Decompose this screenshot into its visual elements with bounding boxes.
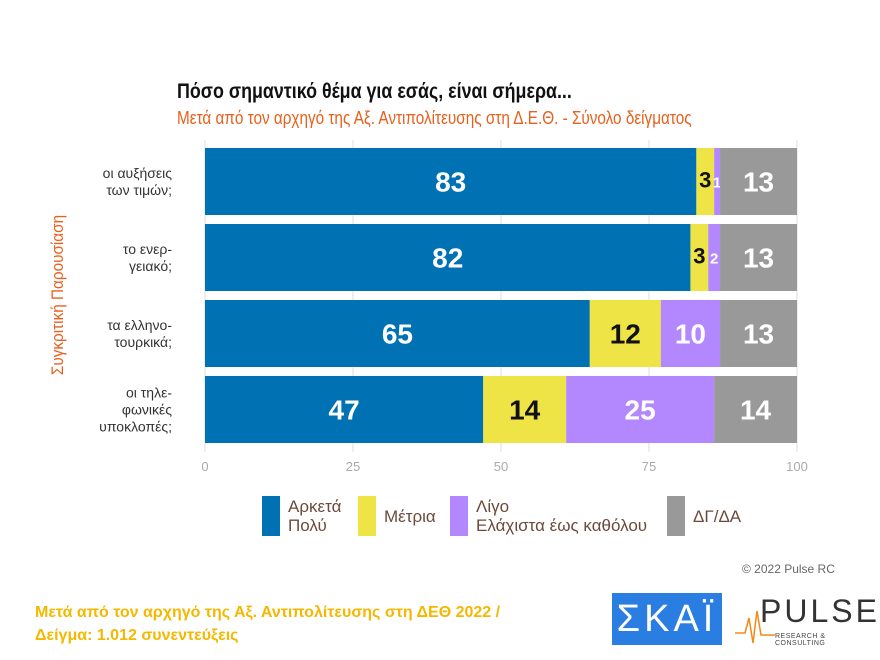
bar-segment xyxy=(205,300,590,367)
bar-segment xyxy=(714,376,797,443)
legend-label: Μέτρια xyxy=(384,506,436,526)
category-label: τα ελληνο- xyxy=(107,317,172,333)
data-label: 13 xyxy=(743,167,774,198)
legend-label: Λίγο Ελάχιστα έως καθόλου xyxy=(476,497,648,535)
legend-item: Λίγο Ελάχιστα έως καθόλου xyxy=(450,496,647,536)
bar-segment xyxy=(566,376,715,443)
legend-label: ΔΓ/ΔΑ xyxy=(693,506,742,526)
data-label: 1 xyxy=(713,175,721,192)
data-label: 65 xyxy=(382,319,413,350)
bar-segment xyxy=(483,376,567,443)
data-label: 2 xyxy=(710,251,718,268)
footer-line-2: Δείγμα: 1.012 συνεντεύξεις xyxy=(35,627,239,644)
x-tick-label: 100 xyxy=(786,459,808,474)
bar-segment xyxy=(205,376,484,443)
category-label: υποκλοπές; xyxy=(99,419,172,435)
category-label: οι τηλε- xyxy=(126,385,172,401)
legend-swatch xyxy=(450,496,468,536)
legend-swatch xyxy=(358,496,376,536)
footer-line-1: Μετά από τον αρχηγό της Αξ. Αντιπολίτευσ… xyxy=(35,604,501,621)
bar-segment xyxy=(205,148,697,215)
bar-segment xyxy=(720,300,797,367)
data-label: 13 xyxy=(743,243,774,274)
data-label: 82 xyxy=(432,243,463,274)
bar-segment xyxy=(690,224,709,291)
bar-segment xyxy=(589,300,661,367)
x-tick-label: 0 xyxy=(201,459,208,474)
data-label: 3 xyxy=(699,168,711,193)
data-label: 25 xyxy=(625,395,656,426)
data-label: 14 xyxy=(740,395,772,426)
data-label: 14 xyxy=(509,395,541,426)
data-label: 47 xyxy=(329,395,360,426)
chart-subtitle: Μετά από τον αρχηγό της Αξ. Αντιπολίτευσ… xyxy=(177,108,692,128)
bar-segment xyxy=(714,148,721,215)
category-label: γειακό; xyxy=(129,258,172,274)
x-tick-label: 75 xyxy=(642,459,656,474)
legend-label: Αρκετά Πολύ xyxy=(288,497,342,535)
category-label: φωνικές xyxy=(122,402,172,418)
legend-item: Μέτρια xyxy=(358,496,436,536)
bar-segment xyxy=(708,224,721,291)
bar-segment xyxy=(205,224,691,291)
legend-swatch xyxy=(667,496,685,536)
bar-segment xyxy=(720,224,797,291)
chart-title: Πόσο σημαντικό θέμα για εσάς, είναι σήμε… xyxy=(177,80,572,103)
category-label: τουρκικά; xyxy=(114,334,172,350)
data-label: 83 xyxy=(435,167,466,198)
data-label: 13 xyxy=(743,319,774,350)
data-label: 3 xyxy=(693,244,705,269)
copyright: © 2022 Pulse RC xyxy=(742,562,835,576)
x-tick-label: 25 xyxy=(346,459,360,474)
data-label: 12 xyxy=(610,319,641,350)
category-label: το ενερ- xyxy=(123,241,172,257)
bar-segment xyxy=(720,148,797,215)
skai-logo: ΣΚΑΪ xyxy=(612,593,722,645)
bar-segment xyxy=(660,300,721,367)
x-tick-label: 50 xyxy=(494,459,508,474)
pulse-logo: PULSE RESEARCH & CONSULTING xyxy=(735,593,877,647)
category-label: των τιμών; xyxy=(106,182,172,198)
legend-item: Αρκετά Πολύ xyxy=(262,496,341,536)
bar-segment xyxy=(696,148,715,215)
legend-item: ΔΓ/ΔΑ xyxy=(667,496,741,536)
category-label: οι αυξήσεις xyxy=(103,165,173,181)
legend-swatch xyxy=(262,496,280,536)
data-label: 10 xyxy=(675,319,706,350)
footer-note: Μετά από τον αρχηγό της Αξ. Αντιπολίτευσ… xyxy=(35,601,500,647)
